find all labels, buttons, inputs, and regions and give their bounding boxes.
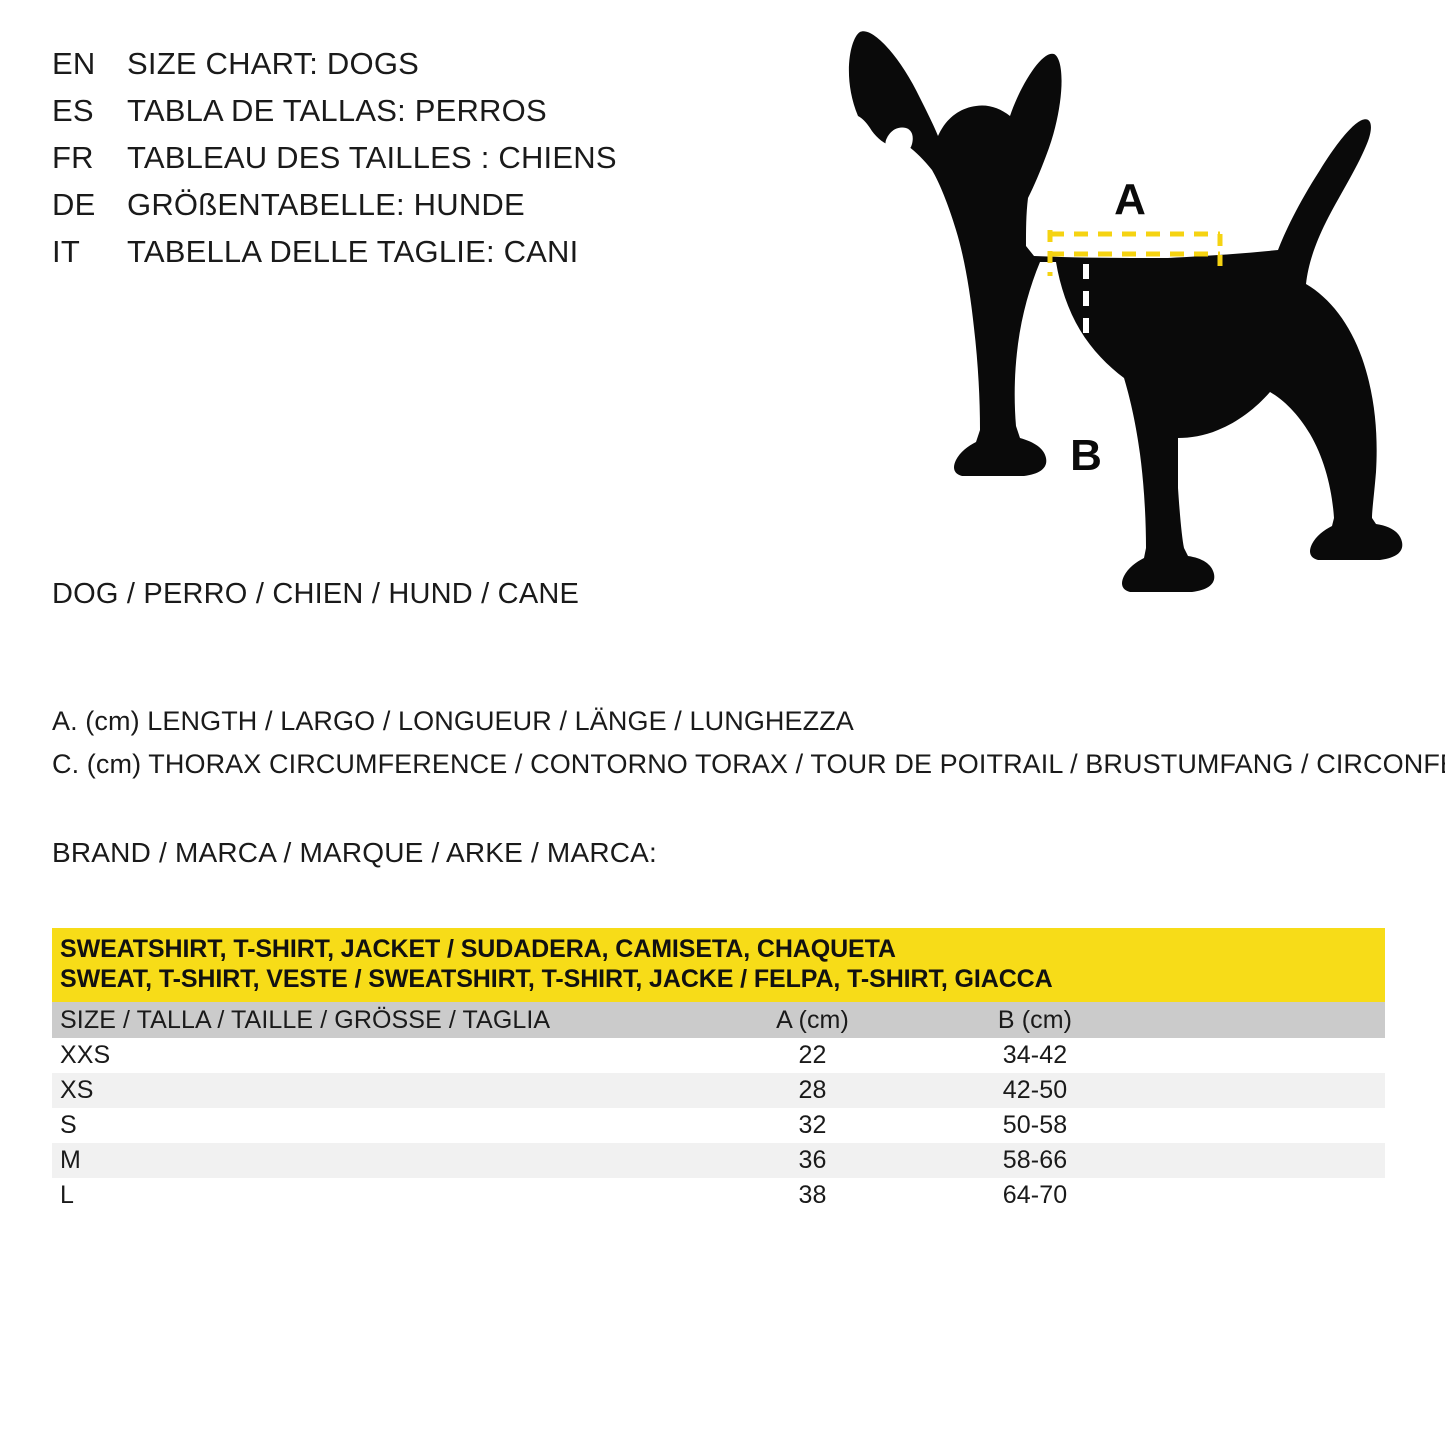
cell-a: 36: [798, 1146, 827, 1174]
column-header-b: B (cm): [997, 1005, 1073, 1034]
measurement-guide-a: [1047, 230, 1223, 276]
language-title-fr: TABLEAU DES TAILLES : CHIENS: [127, 140, 617, 175]
measurement-legend-c: C. (cm) THORAX CIRCUMFERENCE / CONTORNO …: [52, 749, 1445, 779]
language-title-es: TABLA DE TALLAS: PERROS: [127, 93, 547, 128]
dog-illustration: A B: [828, 18, 1418, 638]
cell-a: 22: [798, 1041, 827, 1069]
column-header-a: A (cm): [776, 1005, 849, 1034]
dog-snout-notch: [885, 127, 913, 155]
language-title-de: GRÖßENTABELLE: HUNDE: [127, 187, 525, 222]
cell-a: 32: [798, 1111, 827, 1139]
cell-b: 58-66: [1002, 1146, 1068, 1174]
subject-line: DOG / PERRO / CHIEN / HUND / CANE: [52, 578, 580, 610]
measurement-label-b: B: [1070, 431, 1102, 480]
cell-b: 64-70: [1002, 1181, 1068, 1209]
brand-line: BRAND / MARCA / MARQUE / ARKE / MARCA:: [52, 837, 658, 868]
language-row-it: IT TABELLA DELLE TAGLIE: CANI: [52, 234, 812, 281]
language-row-de: DE GRÖßENTABELLE: HUNDE: [52, 187, 812, 234]
table-row: M 36 58-66: [52, 1143, 1385, 1178]
table-banner-line-1: SWEATSHIRT, T-SHIRT, JACKET / SUDADERA, …: [60, 935, 896, 963]
cell-size: XXS: [60, 1041, 111, 1069]
table-row: L 38 64-70: [52, 1178, 1385, 1213]
cell-b: 42-50: [1002, 1076, 1068, 1104]
table-row: XS 28 42-50: [52, 1073, 1385, 1108]
table-header-row: SIZE / TALLA / TAILLE / GRÖSSE / TAGLIA …: [52, 1002, 1385, 1038]
language-code-fr: FR: [52, 140, 94, 175]
language-code-de: DE: [52, 187, 96, 222]
cell-size: XS: [60, 1076, 94, 1104]
language-row-es: ES TABLA DE TALLAS: PERROS: [52, 93, 812, 140]
table-banner: SWEATSHIRT, T-SHIRT, JACKET / SUDADERA, …: [52, 928, 1385, 1002]
language-row-fr: FR TABLEAU DES TAILLES : CHIENS: [52, 140, 812, 187]
language-code-en: EN: [52, 46, 96, 81]
language-title-it: TABELLA DELLE TAGLIE: CANI: [127, 234, 579, 269]
table-row: S 32 50-58: [52, 1108, 1385, 1143]
cell-a: 38: [798, 1181, 827, 1209]
cell-b: 50-58: [1002, 1111, 1068, 1139]
dog-silhouette-path: [848, 31, 1403, 593]
measurement-legend: A. (cm) LENGTH / LARGO / LONGUEUR / LÄNG…: [52, 706, 1445, 792]
size-table: SWEATSHIRT, T-SHIRT, JACKET / SUDADERA, …: [52, 928, 1385, 1213]
table-row: XXS 22 34-42: [52, 1038, 1385, 1073]
measurement-legend-a: A. (cm) LENGTH / LARGO / LONGUEUR / LÄNG…: [52, 706, 854, 736]
cell-a: 28: [798, 1076, 827, 1104]
language-title-en: SIZE CHART: DOGS: [127, 46, 420, 81]
measurement-label-a: A: [1114, 175, 1146, 224]
cell-size: M: [60, 1146, 81, 1174]
column-header-size: SIZE / TALLA / TAILLE / GRÖSSE / TAGLIA: [60, 1005, 551, 1034]
language-code-it: IT: [52, 234, 80, 269]
cell-b: 34-42: [1002, 1041, 1068, 1069]
cell-size: S: [60, 1111, 77, 1139]
table-banner-line-2: SWEAT, T-SHIRT, VESTE / SWEATSHIRT, T-SH…: [60, 965, 1053, 993]
cell-size: L: [60, 1181, 75, 1209]
language-row-en: EN SIZE CHART: DOGS: [52, 46, 812, 93]
language-header-block: EN SIZE CHART: DOGS ES TABLA DE TALLAS: …: [52, 46, 812, 281]
language-code-es: ES: [52, 93, 94, 128]
